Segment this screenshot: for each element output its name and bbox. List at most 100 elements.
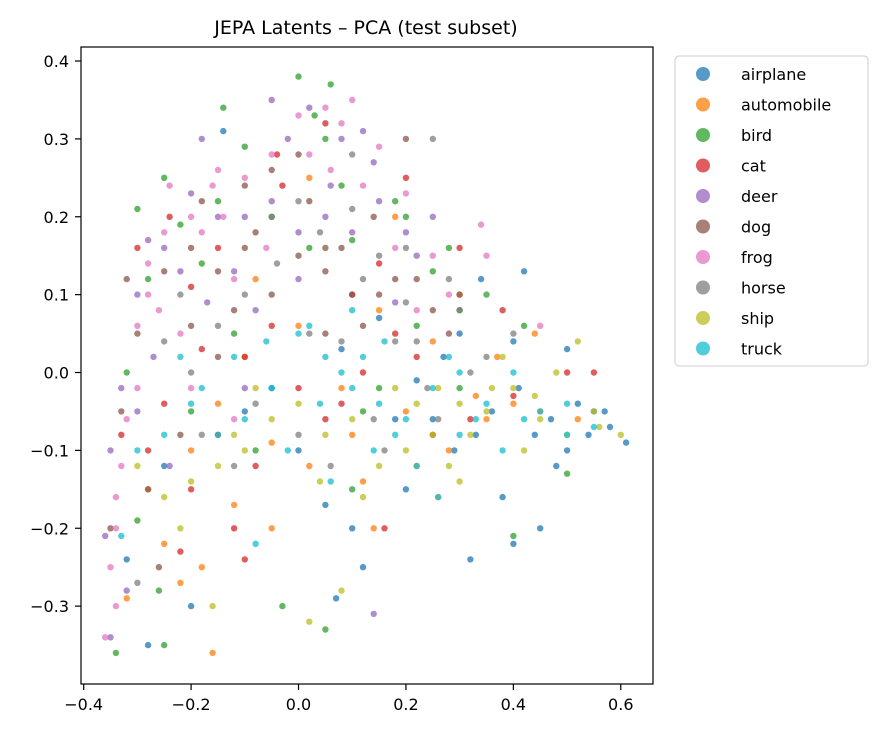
data-point [306,462,313,470]
data-point [268,439,275,446]
data-point [488,384,496,392]
series-bird [112,73,571,657]
data-point [187,384,195,392]
data-point [112,649,120,657]
data-point [118,431,125,438]
data-point [306,244,313,252]
legend-marker-deer [696,189,710,203]
data-point [161,540,168,547]
data-point [392,416,399,423]
data-point [402,229,410,236]
data-point [456,330,463,337]
legend-label-ship: ship [741,309,774,328]
data-point [214,322,222,329]
data-point [316,400,324,407]
data-point [161,493,168,501]
data-point [279,602,286,610]
chart-title: JEPA Latents – PCA (test subset) [213,17,517,39]
data-point [295,275,302,283]
data-point [322,626,329,633]
data-point [375,462,383,470]
data-point [241,143,248,150]
legend-marker-truck [696,341,710,356]
data-point [456,291,463,298]
data-point [295,198,302,205]
y-tick-label: −0.3 [30,597,69,616]
data-point [424,384,431,392]
data-point [177,221,184,228]
data-point [359,322,367,329]
data-point [263,244,270,252]
data-point [204,299,211,306]
data-point [252,229,259,236]
data-point [198,229,205,236]
data-point [456,478,463,485]
data-point [381,338,388,345]
data-point [375,314,383,322]
data-point [402,135,410,143]
data-point [359,493,367,501]
data-point [322,416,329,423]
data-point [563,431,571,438]
data-point [402,447,410,454]
data-point [413,252,420,259]
data-point [622,439,630,446]
data-point [187,447,195,454]
data-point [392,431,399,438]
data-point [209,649,216,657]
data-point [123,556,130,563]
data-point [338,244,345,252]
data-point [134,322,141,329]
data-point [349,229,356,236]
data-point [161,338,168,345]
data-point [392,213,399,220]
data-point [118,408,125,415]
data-point [322,353,329,361]
data-point [349,486,356,493]
data-point [150,353,157,361]
data-point [268,291,275,298]
data-point [295,73,302,80]
data-point [413,307,420,314]
data-point [214,431,222,438]
data-point [553,369,560,376]
data-point [590,423,598,431]
data-point [510,532,517,540]
data-point [429,338,436,345]
data-point [306,174,313,181]
data-point [123,275,130,283]
data-point [268,96,275,104]
legend-label-horse: horse [741,279,786,298]
data-point [338,338,345,345]
data-point [483,416,490,423]
data-point [413,322,420,329]
legend-label-truck: truck [741,340,783,359]
data-point [306,322,313,329]
data-point [295,447,302,454]
data-point [241,447,248,454]
data-point [306,618,313,625]
data-point [601,408,608,415]
data-point [187,244,195,252]
data-point [392,244,399,252]
data-point [338,345,345,353]
data-point [322,213,329,220]
data-point [295,384,302,392]
data-point [429,268,436,275]
legend-marker-bird [696,128,710,142]
series-horse [134,135,517,586]
data-point [177,291,184,298]
data-point [359,369,367,376]
data-point [606,423,614,431]
data-point [209,182,216,189]
data-point [537,416,544,423]
data-point [472,416,479,423]
data-point [370,525,377,532]
data-point [177,330,184,337]
data-point [322,120,329,127]
data-point [252,384,259,392]
y-tick-label: 0.4 [44,52,69,71]
plot-area [80,46,654,685]
data-point [230,501,238,509]
points-layer [102,73,630,657]
